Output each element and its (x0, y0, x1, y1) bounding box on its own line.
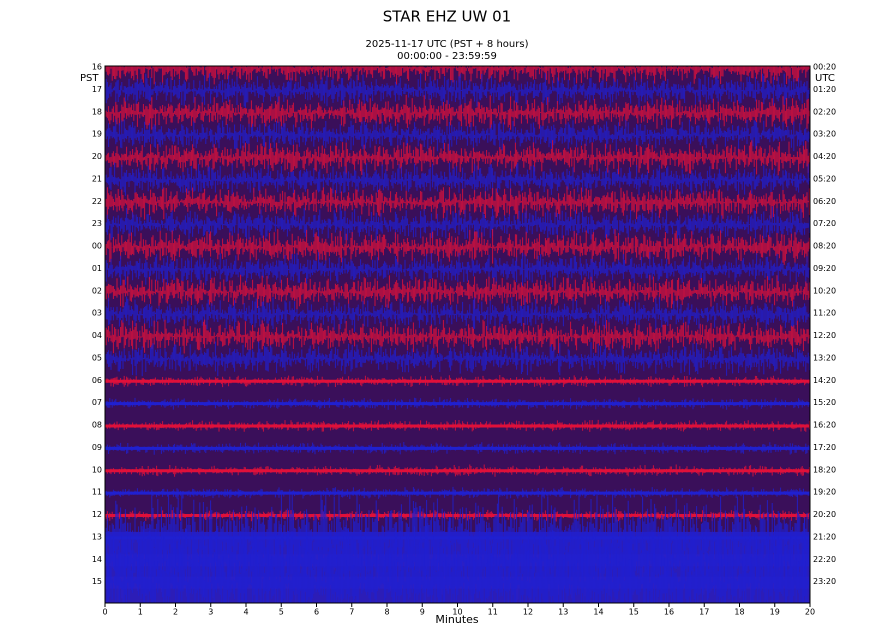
x-tick-label: 8 (384, 608, 389, 617)
y-tick-label: 13 (92, 532, 102, 541)
y-tick-label: 19 (92, 130, 102, 139)
x-tick-label: 10 (452, 608, 462, 617)
y-tick-label: 15 (92, 577, 102, 586)
x-tick-label: 17 (699, 608, 709, 617)
y2-tick-label: 19:20 (813, 488, 836, 497)
y2-tick-label: 20:20 (813, 510, 836, 519)
trace-line (105, 514, 810, 517)
y-tick-label: 06 (92, 376, 102, 385)
trace-line (105, 424, 810, 428)
x-tick-label: 19 (770, 608, 780, 617)
y2-tick-label: 11:20 (813, 309, 836, 318)
y2-tick-label: 18:20 (813, 465, 836, 474)
trace-line (105, 402, 810, 406)
y2-tick-label: 01:20 (813, 85, 836, 94)
y2-tick-label: 14:20 (813, 376, 836, 385)
trace-line (105, 491, 810, 495)
x-tick-label: 7 (349, 608, 354, 617)
y2-tick-label: 16:20 (813, 421, 836, 430)
y-tick-label: 22 (92, 197, 102, 206)
x-tick-label: 15 (629, 608, 639, 617)
y-tick-label: 01 (92, 264, 102, 273)
y-tick-label: 20 (92, 152, 102, 161)
y2-tick-label: 03:20 (813, 130, 836, 139)
trace-line (105, 469, 810, 473)
y2-tick-label: 04:20 (813, 152, 836, 161)
y2-tick-label: 02:20 (813, 107, 836, 116)
plot-area (104, 66, 810, 603)
x-tick-label: 9 (420, 608, 425, 617)
y2-tick-label: 09:20 (813, 264, 836, 273)
x-tick-label: 12 (523, 608, 533, 617)
x-tick-label: 11 (488, 608, 498, 617)
y-tick-label: 17 (92, 85, 102, 94)
x-tick-label: 6 (314, 608, 319, 617)
y-tick-label: 05 (92, 353, 102, 362)
trace-line (105, 446, 810, 450)
y2-tick-label: 23:20 (813, 577, 836, 586)
chart-subtitle: 00:00:00 - 23:59:59 (397, 51, 497, 62)
y-tick-label: 16 (92, 63, 102, 72)
y-tick-label: 14 (92, 555, 102, 564)
y2-axis-label: UTC (815, 73, 835, 84)
chart-subtitle: 2025-11-17 UTC (PST + 8 hours) (366, 39, 529, 50)
y2-tick-label: 12:20 (813, 331, 836, 340)
x-tick-label: 3 (208, 608, 213, 617)
y2-tick-label: 13:20 (813, 353, 836, 362)
y2-tick-label: 08:20 (813, 242, 836, 251)
y-tick-label: 00 (92, 242, 102, 251)
y-tick-label: 07 (92, 398, 102, 407)
y-tick-label: 11 (92, 488, 102, 497)
y2-tick-label: 15:20 (813, 398, 836, 407)
y2-tick-label: 07:20 (813, 219, 836, 228)
y2-tick-label: 22:20 (813, 555, 836, 564)
y-tick-label: 04 (92, 331, 102, 340)
y-tick-label: 02 (92, 286, 102, 295)
y2-tick-label: 06:20 (813, 197, 836, 206)
x-tick-label: 1 (138, 608, 143, 617)
y2-tick-label: 17:20 (813, 443, 836, 452)
x-tick-label: 0 (102, 608, 107, 617)
x-axis-label: Minutes (435, 613, 479, 626)
x-tick-label: 5 (279, 608, 284, 617)
y-tick-label: 08 (92, 421, 102, 430)
y-tick-label: 03 (92, 309, 102, 318)
y-tick-label: 10 (92, 465, 102, 474)
x-tick-label: 20 (805, 608, 815, 617)
y2-tick-label: 05:20 (813, 174, 836, 183)
y-tick-label: 21 (92, 174, 102, 183)
y2-tick-label: 00:20 (813, 63, 836, 72)
y-tick-label: 12 (92, 510, 102, 519)
x-tick-label: 16 (664, 608, 674, 617)
trace-line (105, 536, 810, 540)
x-tick-label: 2 (173, 608, 178, 617)
x-tick-label: 13 (558, 608, 568, 617)
x-tick-label: 14 (593, 608, 603, 617)
y-tick-label: 09 (92, 443, 102, 452)
y-axis-label: PST (80, 73, 99, 84)
y2-tick-label: 21:20 (813, 532, 836, 541)
y-tick-label: 23 (92, 219, 102, 228)
x-tick-label: 4 (243, 608, 248, 617)
x-tick-label: 18 (734, 608, 744, 617)
trace-line (105, 379, 810, 383)
y-tick-label: 18 (92, 107, 102, 116)
y2-tick-label: 10:20 (813, 286, 836, 295)
chart-title: STAR EHZ UW 01 (383, 8, 511, 26)
